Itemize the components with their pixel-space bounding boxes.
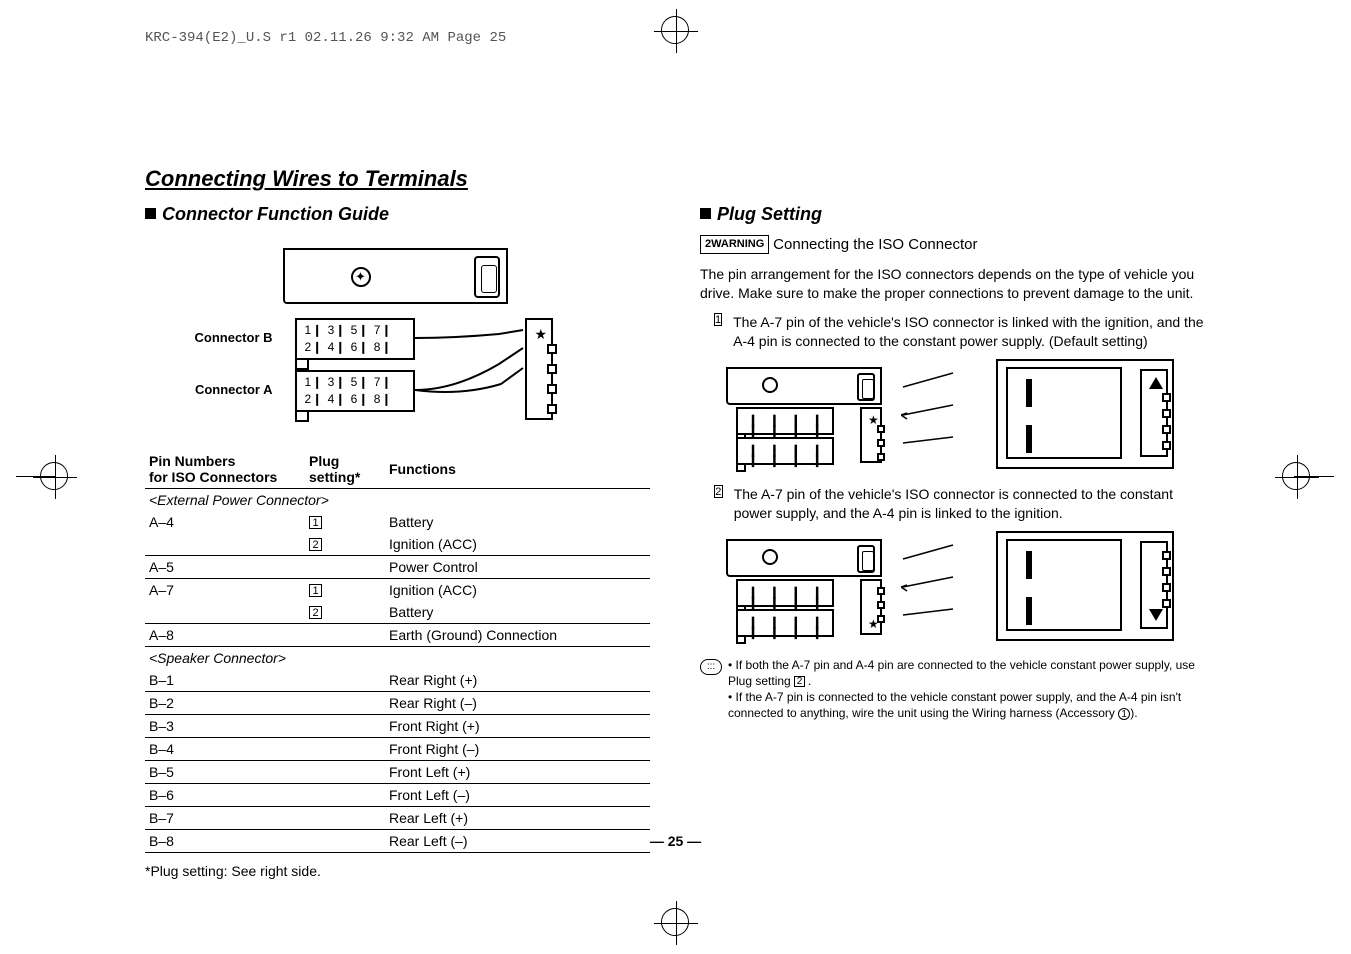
sect-spk: <Speaker Connector> — [145, 647, 650, 670]
fn-cell: Rear Left (+) — [385, 807, 650, 830]
arrow-down-icon — [1149, 609, 1163, 621]
arrow-up-icon — [1149, 377, 1163, 389]
main-title: Connecting Wires to Terminals — [145, 166, 1205, 192]
plug-cell: 1 — [305, 579, 385, 602]
pin-cell: A–8 — [145, 624, 305, 647]
pins-row-b2: 2❙ 4❙ 6❙ 8❙ — [305, 340, 393, 354]
fuse-icon — [474, 256, 500, 298]
arrow-icon — [901, 365, 961, 465]
right-section-title-text: Plug Setting — [717, 204, 822, 224]
right-column: Plug Setting 2WARNING Connecting the ISO… — [700, 204, 1205, 879]
square-bullet-icon — [145, 208, 156, 219]
pin-cell: A–4 — [145, 511, 305, 533]
screw-icon: ✦ — [351, 267, 371, 287]
left-column: Connector Function Guide ✦ Connector B 1… — [145, 204, 650, 879]
pin-cell: B–3 — [145, 715, 305, 738]
plug-cell: 2 — [305, 533, 385, 556]
plug-cell — [305, 807, 385, 830]
pin-cell: B–4 — [145, 738, 305, 761]
fn-cell: Earth (Ground) Connection — [385, 624, 650, 647]
plug-cell — [305, 784, 385, 807]
note-icon: ::: — [700, 659, 722, 675]
item1-text: The A-7 pin of the vehicle's ISO connect… — [733, 313, 1205, 351]
pins-row-b1: 1❙ 3❙ 5❙ 7❙ — [305, 323, 393, 337]
fn-cell: Battery — [385, 511, 650, 533]
pin-cell — [145, 533, 305, 556]
iso-diagram-2: ❙ ❙ ❙ ❙❙ ❙ ❙ ❙ ❙ ❙ ❙ ❙❙ ❙ ❙ ❙ ★ — [720, 531, 1205, 643]
fn-cell: Battery — [385, 601, 650, 624]
left-section-title: Connector Function Guide — [145, 204, 650, 225]
fn-cell: Front Right (+) — [385, 715, 650, 738]
plug-cell — [305, 669, 385, 692]
fn-cell: Front Right (–) — [385, 738, 650, 761]
pin-cell: B–2 — [145, 692, 305, 715]
fn-cell: Ignition (ACC) — [385, 533, 650, 556]
connector-b-label: Connector B — [163, 330, 273, 345]
pin-table: Pin Numbers for ISO Connectors Plug sett… — [145, 450, 650, 853]
intro-text: The pin arrangement for the ISO connecto… — [700, 265, 1205, 303]
pin-cell: B–1 — [145, 669, 305, 692]
plug-cell — [305, 715, 385, 738]
item2-text: The A-7 pin of the vehicle's ISO connect… — [734, 485, 1205, 523]
print-header: KRC-394(E2)_U.S r1 02.11.26 9:32 AM Page… — [145, 30, 1205, 46]
pin-cell: A–7 — [145, 579, 305, 602]
left-section-title-text: Connector Function Guide — [162, 204, 389, 224]
plug-cell: 1 — [305, 511, 385, 533]
pin-cell: A–5 — [145, 556, 305, 579]
notes-block: • If both the A-7 pin and A-4 pin are co… — [728, 657, 1205, 722]
connector-diagram: ✦ Connector B 1❙ 3❙ 5❙ 7❙ 2❙ 4❙ 6❙ 8❙ Co… — [223, 240, 573, 440]
pin-cell: B–7 — [145, 807, 305, 830]
th-plug: Plug setting* — [305, 450, 385, 489]
warning-line: 2WARNING Connecting the ISO Connector — [700, 235, 1205, 255]
fn-cell: Front Left (+) — [385, 761, 650, 784]
warning-title: Connecting the ISO Connector — [773, 236, 977, 253]
right-section-title: Plug Setting — [700, 204, 1205, 225]
plug-cell — [305, 738, 385, 761]
plug-cell — [305, 556, 385, 579]
warning-badge: 2WARNING — [700, 235, 769, 254]
fn-cell: Rear Right (–) — [385, 692, 650, 715]
fn-cell: Front Left (–) — [385, 784, 650, 807]
arrow-icon — [901, 537, 961, 637]
num-1-icon: 1 — [714, 313, 722, 326]
fn-cell: Power Control — [385, 556, 650, 579]
fn-cell: Rear Right (+) — [385, 669, 650, 692]
connector-a-label: Connector A — [163, 382, 273, 397]
num-2-icon: 2 — [714, 485, 723, 498]
sect-ext: <External Power Connector> — [145, 489, 650, 512]
pin-cell: B–5 — [145, 761, 305, 784]
fn-cell: Ignition (ACC) — [385, 579, 650, 602]
th-pin: Pin Numbers for ISO Connectors — [145, 450, 305, 489]
square-bullet-icon — [700, 208, 711, 219]
plug-cell: 2 — [305, 601, 385, 624]
pin-cell: B–6 — [145, 784, 305, 807]
plug-cell — [305, 761, 385, 784]
pins-row-a2: 2❙ 4❙ 6❙ 8❙ — [305, 392, 393, 406]
th-fn: Functions — [385, 450, 650, 489]
plug-cell — [305, 624, 385, 647]
plug-footnote: *Plug setting: See right side. — [145, 863, 650, 879]
plug-cell — [305, 692, 385, 715]
page-number: — 25 — — [0, 833, 1351, 849]
pins-row-a1: 1❙ 3❙ 5❙ 7❙ — [305, 375, 393, 389]
iso-diagram-1: ❙ ❙ ❙ ❙❙ ❙ ❙ ❙ ❙ ❙ ❙ ❙❙ ❙ ❙ ❙ ★ — [720, 359, 1205, 471]
pin-cell — [145, 601, 305, 624]
cable-lines-icon — [415, 304, 535, 424]
